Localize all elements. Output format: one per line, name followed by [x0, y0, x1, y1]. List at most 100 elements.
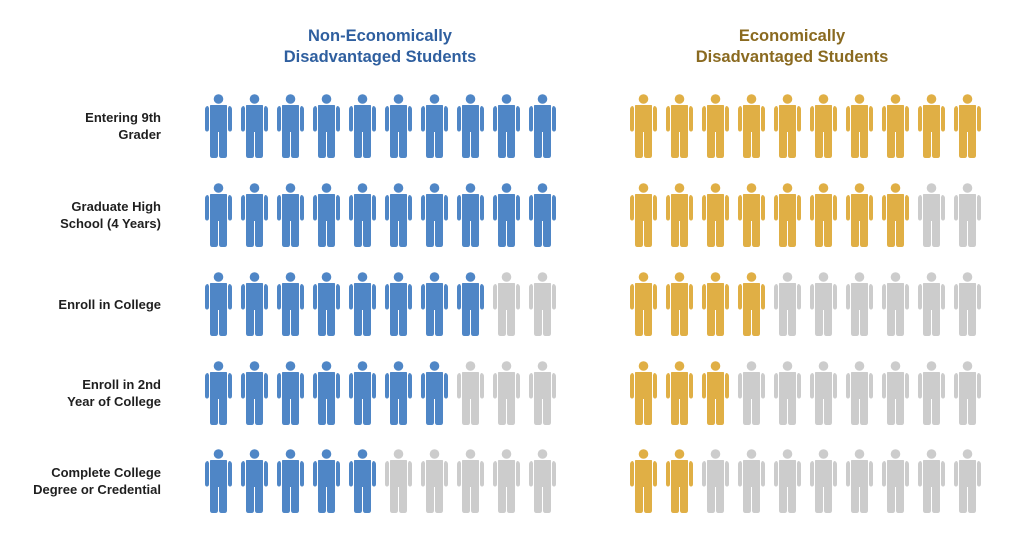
person-icon-filled: [457, 183, 484, 247]
person-icon-filled: [421, 94, 448, 158]
person-icon-filled: [666, 94, 693, 158]
person-icon-filled: [421, 272, 448, 336]
person-icon-filled: [457, 272, 484, 336]
person-icon-filled: [277, 94, 304, 158]
person-icon-empty: [774, 361, 801, 425]
person-icon-filled: [738, 183, 765, 247]
person-icon-filled: [205, 449, 232, 513]
person-icon-empty: [882, 361, 909, 425]
person-icon-filled: [630, 183, 657, 247]
stage-label: Enroll in 2nd Year of College: [67, 377, 161, 409]
person-icon-filled: [846, 94, 873, 158]
person-icon-filled: [205, 94, 232, 158]
person-icon-empty: [421, 449, 448, 513]
person-icon-empty: [702, 449, 729, 513]
non-disadvantaged-row: [205, 361, 556, 425]
person-icon-filled: [385, 361, 412, 425]
person-icon-filled: [630, 361, 657, 425]
person-icon-filled: [313, 449, 340, 513]
stage-label: Entering 9th Grader: [85, 110, 161, 142]
person-icon-filled: [666, 183, 693, 247]
person-icon-empty: [529, 449, 556, 513]
person-icon-filled: [702, 94, 729, 158]
non-disadvantaged-row: [205, 272, 556, 336]
person-icon-filled: [493, 94, 520, 158]
person-icon-filled: [277, 449, 304, 513]
person-icon-empty: [954, 361, 981, 425]
non-disadvantaged-row: [205, 94, 556, 158]
person-icon-filled: [313, 183, 340, 247]
disadvantaged-row: [630, 361, 981, 425]
disadvantaged-row: [630, 183, 981, 247]
person-icon-filled: [241, 449, 268, 513]
person-icon-empty: [774, 449, 801, 513]
person-icon-filled: [846, 183, 873, 247]
person-icon-filled: [630, 449, 657, 513]
person-icon-filled: [882, 183, 909, 247]
person-icon-filled: [702, 272, 729, 336]
person-icon-filled: [457, 94, 484, 158]
person-icon-empty: [810, 361, 837, 425]
person-icon-empty: [738, 361, 765, 425]
person-icon-empty: [882, 272, 909, 336]
person-icon-filled: [313, 361, 340, 425]
person-icon-empty: [918, 361, 945, 425]
disadvantaged-row: [630, 272, 981, 336]
person-icon-empty: [738, 449, 765, 513]
person-icon-filled: [630, 272, 657, 336]
disadvantaged-row: [630, 449, 981, 513]
person-icon-filled: [421, 361, 448, 425]
person-icon-filled: [241, 94, 268, 158]
person-icon-empty: [529, 272, 556, 336]
person-icon-empty: [529, 361, 556, 425]
non-disadvantaged-row: [205, 449, 556, 513]
person-icon-filled: [493, 183, 520, 247]
person-icon-filled: [774, 183, 801, 247]
person-icon-empty: [846, 361, 873, 425]
person-icon-filled: [738, 272, 765, 336]
person-icon-empty: [493, 361, 520, 425]
person-icon-filled: [385, 272, 412, 336]
person-icon-empty: [846, 272, 873, 336]
person-icon-filled: [630, 94, 657, 158]
person-icon-empty: [918, 183, 945, 247]
person-icon-filled: [205, 183, 232, 247]
person-icon-empty: [954, 183, 981, 247]
person-icon-empty: [774, 272, 801, 336]
stage-label: Enroll in College: [58, 296, 161, 312]
person-icon-filled: [349, 94, 376, 158]
person-icon-filled: [241, 183, 268, 247]
person-icon-filled: [241, 272, 268, 336]
person-icon-filled: [702, 361, 729, 425]
person-icon-filled: [738, 94, 765, 158]
person-icon-filled: [349, 183, 376, 247]
person-icon-filled: [666, 361, 693, 425]
person-icon-empty: [954, 272, 981, 336]
non-disadvantaged-title: Non-Economically Disadvantaged Students: [283, 27, 477, 66]
person-icon-empty: [457, 361, 484, 425]
person-icon-filled: [810, 94, 837, 158]
person-icon-empty: [882, 449, 909, 513]
person-icon-empty: [918, 272, 945, 336]
person-icon-filled: [241, 361, 268, 425]
person-icon-empty: [954, 449, 981, 513]
person-icon-filled: [666, 272, 693, 336]
person-icon-filled: [277, 183, 304, 247]
person-icon-filled: [349, 272, 376, 336]
person-icon-filled: [918, 94, 945, 158]
disadvantaged-row: [630, 94, 981, 158]
person-icon-empty: [918, 449, 945, 513]
person-icon-filled: [205, 272, 232, 336]
person-icon-filled: [421, 183, 448, 247]
person-icon-filled: [702, 183, 729, 247]
person-icon-filled: [810, 183, 837, 247]
person-icon-filled: [954, 94, 981, 158]
person-icon-filled: [385, 183, 412, 247]
person-icon-filled: [313, 272, 340, 336]
person-icon-filled: [882, 94, 909, 158]
disadvantaged-title: Economically Disadvantaged Students: [695, 27, 889, 66]
person-icon-filled: [277, 361, 304, 425]
person-icon-filled: [666, 449, 693, 513]
person-icon-empty: [810, 449, 837, 513]
person-icon-empty: [493, 449, 520, 513]
